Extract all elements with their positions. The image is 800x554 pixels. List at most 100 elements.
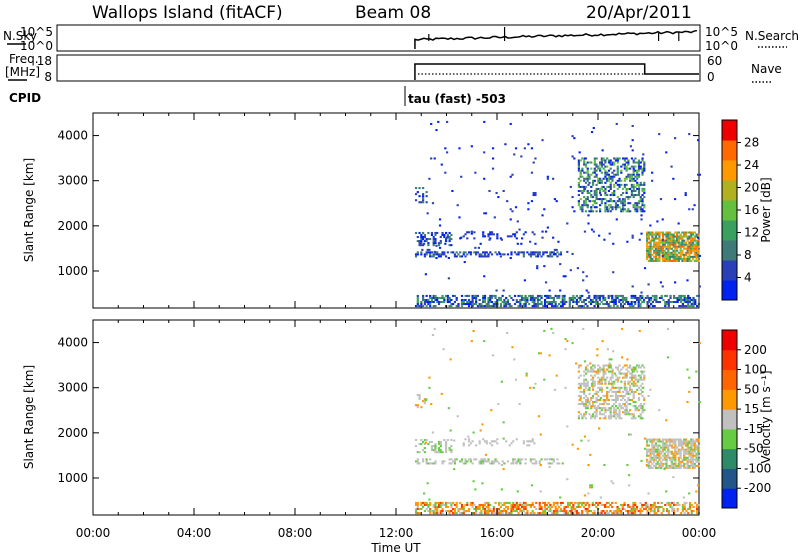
heatmap-cell — [695, 370, 698, 373]
heatmap-cell — [672, 508, 676, 511]
heatmap-cell — [430, 462, 434, 465]
heatmap-cell — [587, 291, 590, 294]
heatmap-cell — [695, 510, 699, 513]
heatmap-cell — [589, 200, 592, 203]
heatmap-cell — [589, 301, 593, 304]
heatmap-cell — [487, 460, 490, 463]
heatmap-cell — [591, 370, 595, 373]
heatmap-cell — [427, 242, 430, 245]
heatmap-cell — [649, 456, 652, 459]
heatmap-cell — [623, 388, 626, 391]
heatmap-cell — [658, 253, 661, 256]
heatmap-cell — [655, 301, 658, 304]
heatmap-cell — [618, 510, 621, 513]
heatmap-cell — [641, 210, 644, 213]
heatmap-cell — [483, 510, 487, 513]
heatmap-cell — [680, 298, 683, 302]
heatmap-cell — [458, 147, 461, 150]
heatmap-cell — [654, 235, 658, 238]
heatmap-cell — [649, 247, 652, 250]
heatmap-cell — [643, 370, 646, 373]
heatmap-cell — [607, 177, 611, 180]
heatmap-cell — [697, 235, 700, 238]
heatmap-cell — [665, 460, 668, 463]
heatmap-cell — [590, 415, 593, 418]
heatmap-cell — [482, 298, 485, 302]
heatmap-cell — [437, 255, 441, 258]
heatmap-cell — [623, 298, 626, 302]
heatmap-cell — [670, 446, 673, 449]
heatmap-cell — [598, 298, 601, 302]
heatmap-cell — [697, 294, 700, 297]
heatmap-cell — [556, 305, 559, 308]
heatmap-cell — [634, 189, 637, 192]
heatmap-cell — [607, 409, 611, 412]
heatmap-cell — [609, 187, 612, 190]
heatmap-cell — [607, 512, 610, 515]
heatmap-cell — [693, 231, 696, 234]
heatmap-cell — [616, 200, 619, 203]
heatmap-cell — [676, 231, 679, 234]
heatmap-cell — [653, 233, 656, 236]
heatmap-cell — [627, 208, 630, 211]
heatmap-cell — [686, 462, 689, 465]
heatmap-cell — [429, 296, 432, 299]
heatmap-cell — [641, 296, 644, 299]
heatmap-cell — [630, 165, 634, 168]
heatmap-cell — [482, 503, 485, 506]
heatmap-cell — [508, 444, 511, 447]
heatmap-cell — [429, 294, 432, 297]
heatmap-cell — [584, 303, 587, 306]
heatmap-cell — [579, 206, 582, 209]
heatmap-cell — [684, 458, 688, 461]
heatmap-cell — [646, 296, 649, 299]
heatmap-cell — [609, 417, 612, 420]
heatmap-cell — [630, 194, 634, 197]
heatmap-cell — [453, 462, 457, 465]
heatmap-cell — [509, 256, 512, 260]
heatmap-cell — [573, 210, 576, 213]
heatmap-cell — [414, 501, 418, 504]
heatmap-cell — [643, 366, 646, 369]
heatmap-cell — [422, 236, 425, 239]
heatmap-cell — [536, 296, 540, 299]
heatmap-cell — [649, 224, 652, 227]
power-colorbar-label: Power [dB] — [759, 177, 773, 242]
heatmap-cell — [690, 460, 693, 463]
heatmap-cell — [667, 440, 670, 443]
heatmap-cell — [690, 450, 693, 453]
heatmap-cell — [503, 298, 506, 302]
heatmap-cell — [422, 501, 425, 504]
heatmap-cell — [464, 458, 467, 461]
heatmap-cell — [424, 441, 427, 444]
heatmap-cell — [607, 417, 611, 420]
heatmap-cell — [658, 237, 661, 240]
heatmap-cell — [437, 505, 441, 509]
heatmap-cell — [688, 247, 691, 250]
heatmap-cell — [515, 253, 518, 256]
heatmap-cell — [593, 366, 596, 369]
heatmap-cell — [416, 305, 419, 308]
heatmap-cell — [462, 512, 465, 515]
heatmap-cell — [690, 510, 693, 513]
heatmap-cell — [661, 235, 665, 238]
heatmap-cell — [506, 501, 510, 504]
heatmap-cell — [679, 237, 682, 240]
heatmap-cell — [564, 338, 567, 341]
heatmap-cell — [425, 298, 428, 302]
heatmap-cell — [600, 301, 603, 304]
heatmap-cell — [697, 440, 700, 443]
heatmap-cell — [649, 438, 652, 441]
heatmap-cell — [625, 167, 628, 170]
heatmap-cell — [577, 161, 580, 164]
heatmap-cell — [581, 503, 584, 506]
heatmap-cell — [679, 444, 682, 447]
heatmap-cell — [595, 409, 598, 412]
heatmap-cell — [471, 440, 474, 443]
heatmap-cell — [694, 501, 697, 504]
heatmap-cell — [690, 456, 693, 459]
heatmap-cell — [607, 407, 611, 410]
heatmap-cell — [607, 380, 611, 383]
heatmap-cell — [597, 405, 600, 408]
heatmap-cell — [444, 240, 448, 243]
